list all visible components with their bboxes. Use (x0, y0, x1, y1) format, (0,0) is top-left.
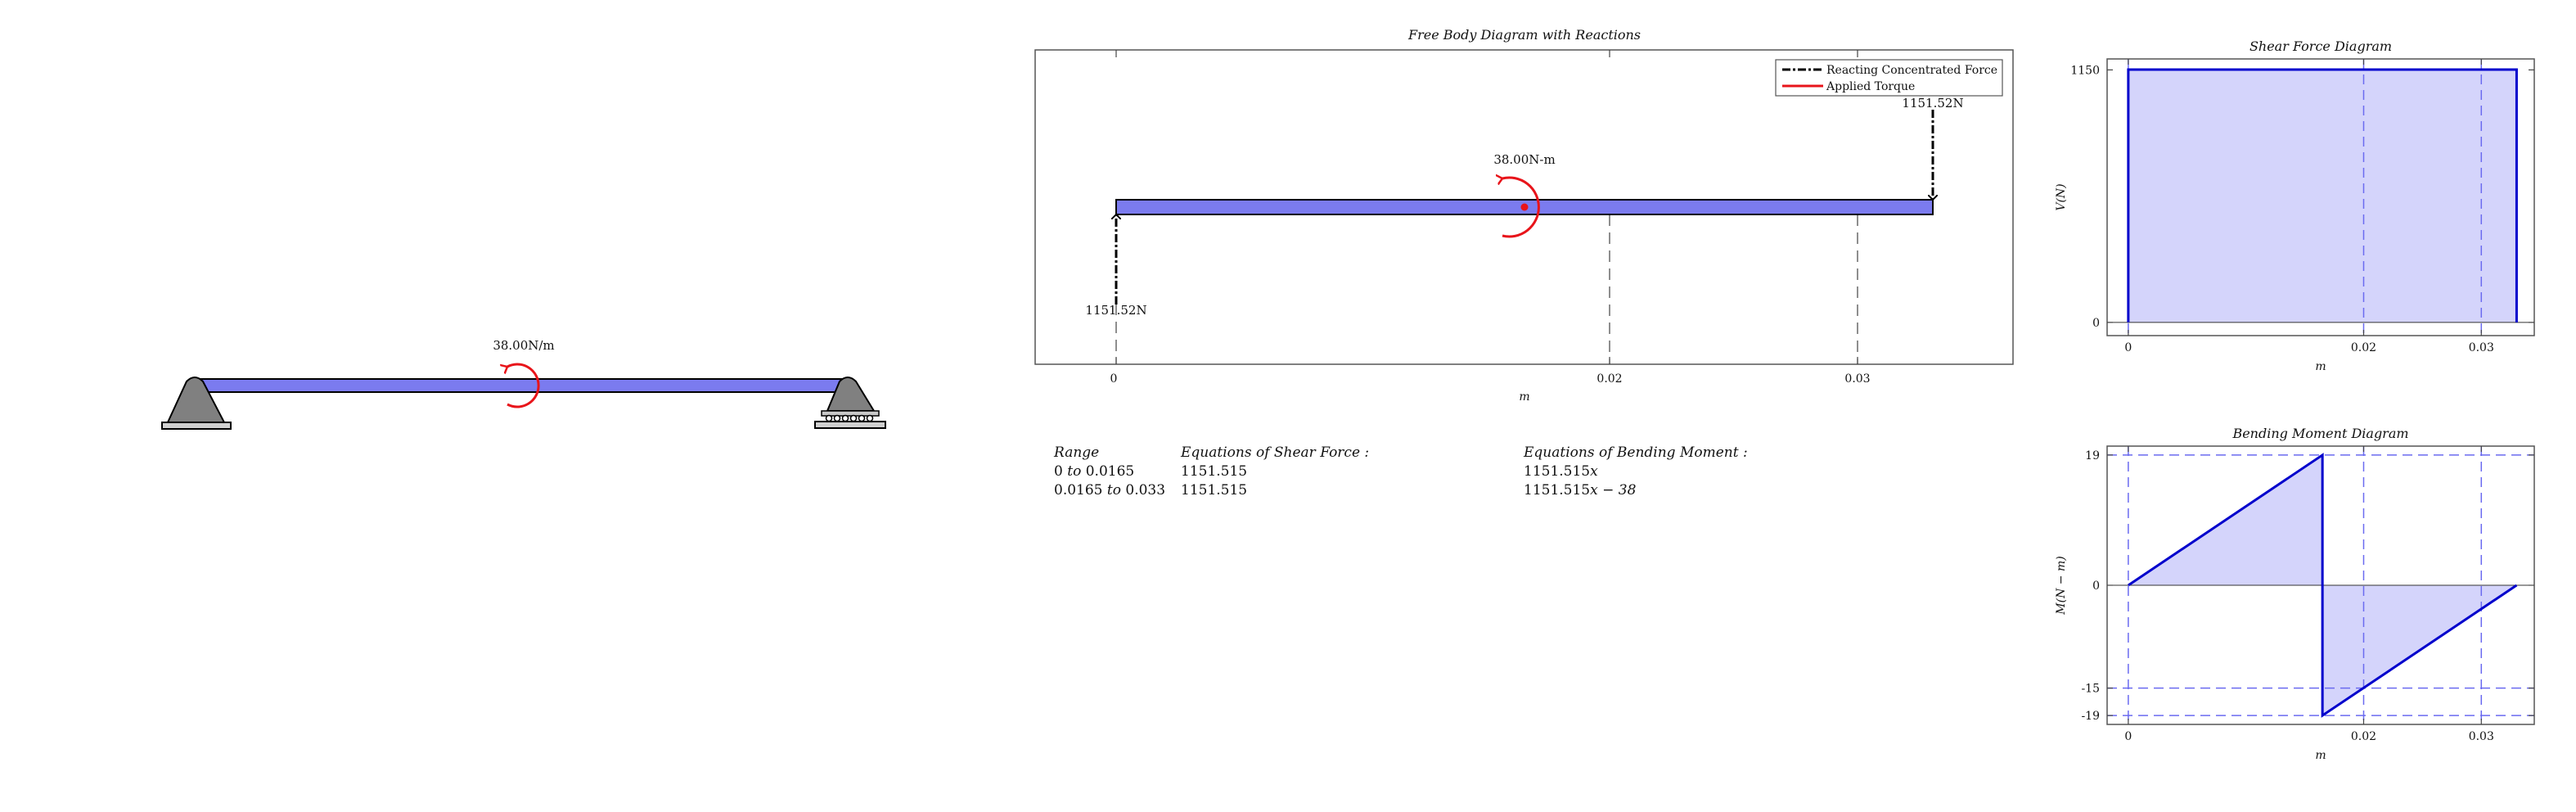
fbd-reaction-left-label: 1151.52N (1085, 303, 1146, 318)
fbd-reaction-right-label: 1151.52N (1902, 96, 1963, 111)
fbd-grid (1115, 214, 1858, 364)
fbd-title: Free Body Diagram with Reactions (1407, 27, 1641, 43)
fbd-torque-arrow-icon (1502, 178, 1540, 238)
fbd-legend: Reacting Concentrated Force Applied Torq… (1775, 59, 2003, 97)
eq-row-1-moment: 1151.515x (1524, 463, 1598, 480)
y-axis-label: M(N − m) (2055, 556, 2068, 615)
eq-row-2-range: 0.0165 to 0.033 (1054, 482, 1165, 498)
eq-header-range: Range (1053, 444, 1099, 461)
equations-table: Range Equations of Shear Force : Equatio… (1053, 444, 1748, 498)
x-tick-label-2: 0.03 (2469, 341, 2494, 354)
fbd-tick-0: 0 (1110, 372, 1118, 386)
data-line (2127, 68, 2518, 323)
fbd-panel: Free Body Diagram with Reactions 1151.52… (1034, 27, 2014, 404)
x-tick-label-1: 0.02 (2351, 730, 2376, 743)
x-tick-label-0: 0 (2124, 341, 2132, 354)
eq-row-2-moment: 1151.515x − 38 (1524, 482, 1637, 498)
data-line (2128, 453, 2518, 718)
fbd-frame (1034, 49, 2014, 365)
x-tick-label-2: 0.03 (2469, 730, 2494, 743)
y-tick-label-3: -19 (2081, 710, 2100, 723)
eq-header-shear: Equations of Shear Force : (1180, 444, 1369, 461)
beam-sketch: 38.00N/m (161, 338, 886, 430)
y-tick-label-0: 0 (2092, 317, 2100, 330)
fbd-torque-point (1520, 203, 1529, 211)
plot-frame (2106, 58, 2535, 336)
fbd-tick-2: 0.03 (1844, 372, 1870, 386)
x-axis-label: m (2315, 749, 2326, 762)
pin-support-icon (161, 377, 232, 430)
eq-row-1-shear: 1151.515 (1181, 463, 1247, 480)
fbd-torque-label: 38.00N-m (1493, 152, 1555, 167)
area-fill (2128, 70, 2517, 323)
x-tick-label-0: 0 (2124, 730, 2132, 743)
eq-row-1-range: 0 to 0.0165 (1054, 463, 1134, 480)
x-axis-label: m (2315, 360, 2326, 373)
eq-row-2-shear: 1151.515 (1181, 482, 1247, 498)
chart-title: Bending Moment Diagram (2231, 426, 2408, 441)
legend-reaction-label: Reacting Concentrated Force (1826, 64, 1997, 77)
sketch-beam (196, 378, 852, 393)
roller-support-icon (814, 377, 886, 429)
sketch-load-label: 38.00N/m (493, 338, 554, 353)
y-tick-label-0: 19 (2085, 449, 2100, 462)
sketch-torque-arrow-icon (507, 363, 540, 408)
y-tick-label-1: 1150 (2070, 64, 2100, 77)
x-tick-label-1: 0.02 (2351, 341, 2376, 354)
legend-torque-label: Applied Torque (1826, 80, 1915, 93)
eq-header-moment: Equations of Bending Moment : (1523, 444, 1748, 461)
y-tick-label-1: 0 (2092, 580, 2100, 593)
y-axis-label: V(N) (2055, 183, 2068, 210)
chart-title: Shear Force Diagram (2249, 38, 2392, 54)
fbd-tick-1: 0.02 (1596, 372, 1622, 386)
bending-moment-chart: 0 0.02 0.03 19 0 -15 -19 Bending Moment Diagram… (2055, 426, 2535, 762)
fbd-xlabel: m (1519, 390, 1529, 404)
y-tick-label-2: -15 (2081, 683, 2100, 696)
shear-force-chart: 0 0.02 0.03 0 1150 Shear Force Diagram m V(N) (2055, 38, 2535, 373)
